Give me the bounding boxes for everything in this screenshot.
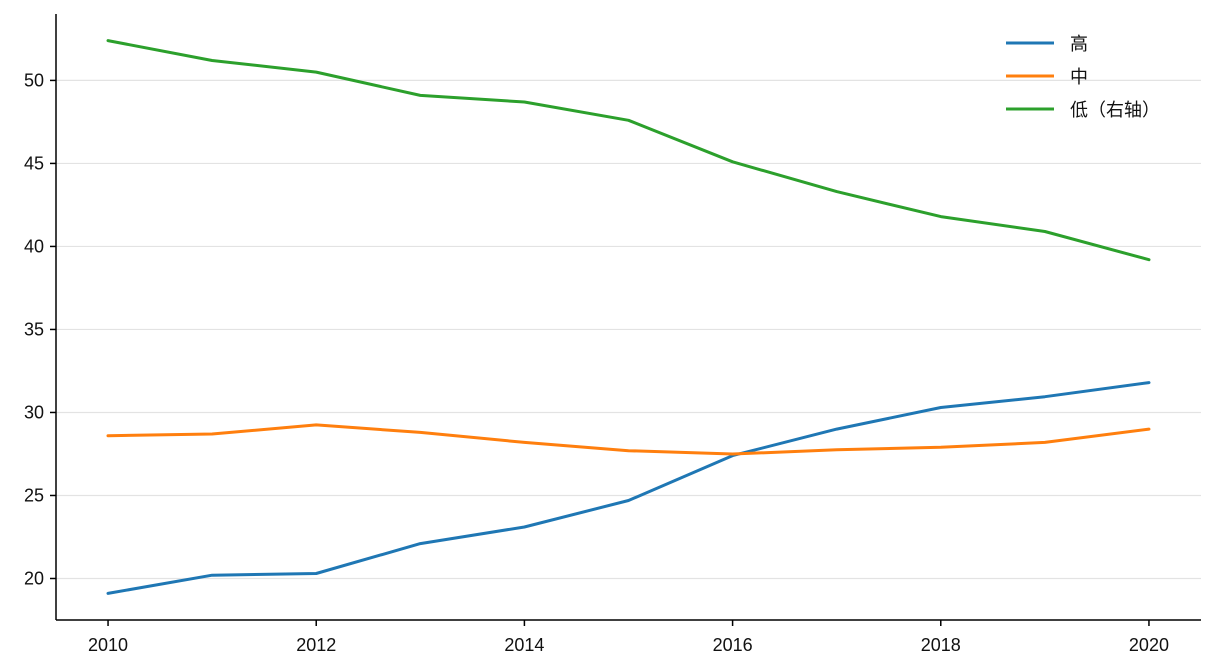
axes [55,14,1201,621]
series-lines [106,39,1151,595]
y-tick-label: 25 [24,485,44,505]
y-axis-ticks: 20 25 30 35 40 45 50 [24,70,56,588]
series-line-2 [106,39,1151,262]
x-tick-label: 2010 [88,635,128,655]
y-tick-label: 35 [24,319,44,339]
legend-label-2: 低（右轴） [1070,100,1160,121]
y-tick-label: 45 [24,153,44,173]
x-tick-label: 2016 [713,635,753,655]
y-tick-label: 40 [24,236,44,256]
y-tick-label: 20 [24,568,44,588]
x-tick-label: 2018 [921,635,961,655]
x-tick-label: 2020 [1129,635,1169,655]
y-tick-label: 50 [24,70,44,90]
series-line-1 [106,423,1151,456]
legend-label-1: 中 [1070,67,1088,88]
grid-lines [56,79,1201,580]
series-line-0 [106,381,1151,595]
x-tick-label: 2012 [296,635,336,655]
y-tick-label: 30 [24,402,44,422]
legend-label-0: 高 [1070,34,1088,55]
x-axis-ticks: 2010 2012 2014 2016 2018 2020 [88,620,1169,655]
legend: 高中低（右轴） [1006,34,1160,121]
x-tick-label: 2014 [504,635,544,655]
